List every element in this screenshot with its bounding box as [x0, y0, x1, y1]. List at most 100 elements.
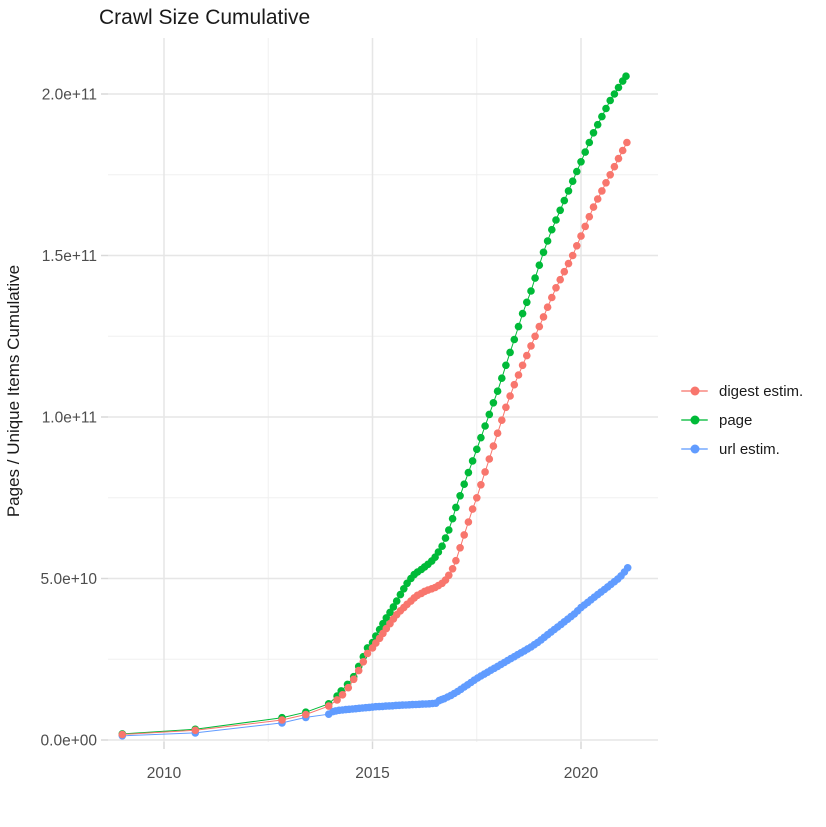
data-point: [191, 726, 200, 735]
data-point: [573, 167, 581, 176]
data-point: [502, 361, 510, 370]
data-point: [585, 212, 594, 221]
data-point: [523, 351, 531, 360]
data-point: [481, 468, 489, 476]
data-point: [598, 112, 606, 121]
data-point: [448, 565, 457, 573]
data-point: [502, 403, 510, 412]
data-point: [477, 433, 485, 442]
data-point: [514, 371, 523, 379]
data-point: [581, 148, 589, 156]
x-axis-labels: 2010 2015 2020: [147, 765, 599, 782]
data-point: [498, 374, 506, 383]
y-axis-labels: 0.0e+00 5.0e+10 1.0e+11 1.5e+11 2.0e+11: [41, 86, 98, 749]
legend-item-digest-estim: digest estim.: [681, 381, 803, 401]
data-point: [448, 514, 457, 523]
data-point: [589, 129, 598, 137]
legend-item-page: page: [681, 410, 803, 430]
x-tick-label: 2015: [355, 765, 389, 782]
data-point: [392, 597, 401, 605]
data-point: [564, 259, 573, 268]
data-point: [344, 683, 353, 692]
data-point: [527, 287, 535, 295]
data-point: [552, 284, 560, 292]
data-point: [452, 556, 460, 565]
legend-label-digest: digest estim.: [719, 382, 804, 400]
series-page: [118, 72, 630, 738]
data-point: [606, 171, 614, 179]
data-point: [456, 492, 464, 500]
data-point: [400, 585, 408, 593]
data-point: [456, 544, 464, 552]
data-point: [485, 410, 494, 419]
data-point: [535, 322, 544, 331]
data-point: [622, 72, 630, 80]
data-point: [543, 237, 552, 245]
data-point: [354, 666, 363, 675]
data-point: [441, 534, 450, 542]
data-point: [438, 542, 446, 550]
data-point: [464, 468, 473, 477]
data-point: [568, 251, 577, 260]
x-tick-label: 2020: [564, 765, 599, 782]
legend-label-url: url estim.: [719, 440, 780, 458]
data-point: [473, 494, 481, 502]
data-point: [493, 429, 502, 438]
grid-minor: [108, 38, 658, 742]
data-point: [623, 564, 632, 572]
data-point: [359, 658, 368, 666]
y-tick-label: 1.0e+11: [42, 409, 97, 426]
grid-major: [108, 38, 658, 742]
data-point: [485, 455, 494, 463]
data-point: [531, 274, 539, 282]
data-point: [593, 120, 602, 129]
data-point: [535, 261, 544, 270]
data-point: [531, 332, 539, 341]
legend-key-page-icon: [681, 412, 708, 428]
data-point: [460, 480, 469, 489]
data-point: [556, 206, 564, 215]
data-point: [548, 293, 556, 302]
data-point: [514, 322, 523, 331]
data-point: [498, 416, 506, 425]
data-point: [460, 531, 469, 539]
data-point: [363, 649, 372, 658]
data-point: [464, 518, 473, 526]
data-point: [577, 232, 585, 240]
chart-title: Crawl Size Cumulative: [99, 6, 311, 29]
data-point: [518, 309, 527, 318]
data-point: [610, 162, 619, 171]
data-point: [445, 571, 453, 580]
data-point: [518, 361, 527, 370]
data-point: [602, 179, 610, 187]
data-point: [560, 196, 569, 205]
data-point: [489, 399, 498, 407]
data-point: [568, 177, 577, 185]
data-point: [548, 225, 556, 234]
data-point: [493, 387, 502, 396]
data-point: [556, 275, 564, 284]
legend: digest estim. page url estim.: [681, 381, 803, 459]
data-point: [593, 195, 602, 203]
data-point: [389, 603, 398, 611]
y-tick-label: 2.0e+11: [42, 86, 97, 103]
data-point: [543, 303, 552, 312]
data-point: [598, 187, 606, 195]
data-point: [581, 222, 589, 231]
data-point: [333, 696, 341, 704]
y-tick-label: 0.0e+00: [41, 732, 98, 749]
data-point: [324, 702, 333, 710]
data-point: [386, 608, 394, 617]
data-point: [527, 342, 535, 350]
data-point: [118, 730, 127, 739]
data-point: [510, 335, 519, 344]
data-point: [552, 216, 560, 224]
x-tick-label: 2010: [147, 765, 182, 782]
data-point: [506, 392, 514, 400]
data-point: [468, 457, 477, 465]
data-point: [602, 104, 610, 113]
data-point: [585, 138, 594, 147]
data-point: [577, 158, 585, 166]
